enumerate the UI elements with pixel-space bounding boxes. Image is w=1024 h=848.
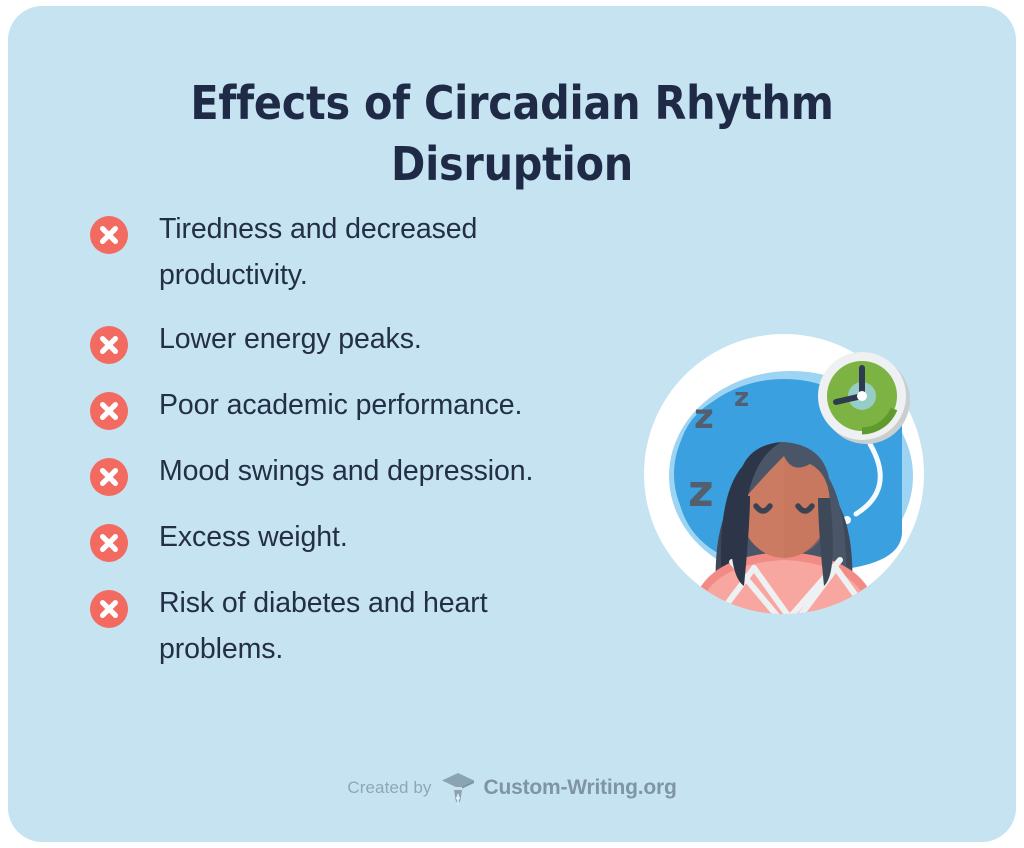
x-circle-icon [90, 216, 128, 254]
sleep-letter-z: z [688, 466, 714, 517]
list-item: Mood swings and depression. [90, 448, 610, 496]
list-item: Excess weight. [90, 514, 610, 562]
list-item-label: Risk of diabetes and heart problems. [159, 587, 488, 665]
sleep-letter-z: z [694, 397, 714, 437]
list-item-label: Lower energy peaks. [159, 323, 422, 355]
effects-list: Tiredness and decreased productivity. Lo… [90, 206, 610, 690]
page-title: Effects of Circadian Rhythm Disruption [190, 75, 834, 191]
list-item: Risk of diabetes and heart problems. [90, 580, 610, 672]
x-circle-icon [90, 590, 128, 628]
footer-credit: Created by Custom-Writing.org [8, 770, 1016, 806]
infographic-card: Effects of Circadian Rhythm Disruption T… [8, 6, 1016, 842]
list-item-label: Tiredness and decreased productivity. [159, 213, 478, 291]
sleep-letter-z: z [734, 383, 749, 413]
graduation-cap-pen-icon [441, 770, 475, 806]
list-item: Lower energy peaks. [90, 316, 610, 364]
sleeping-woman-with-clock-illustration: z z z [634, 324, 934, 624]
credit-prefix: Created by [347, 778, 432, 797]
x-circle-icon [90, 326, 128, 364]
brand-name: Custom-Writing.org [483, 776, 677, 799]
clock-icon [818, 352, 910, 444]
x-circle-icon [90, 458, 128, 496]
list-item: Poor academic performance. [90, 382, 610, 430]
x-circle-icon [90, 392, 128, 430]
list-item-label: Excess weight. [159, 521, 348, 553]
list-item-label: Poor academic performance. [159, 389, 523, 421]
list-item-label: Mood swings and depression. [159, 455, 534, 487]
x-circle-icon [90, 524, 128, 562]
list-item: Tiredness and decreased productivity. [90, 206, 610, 298]
